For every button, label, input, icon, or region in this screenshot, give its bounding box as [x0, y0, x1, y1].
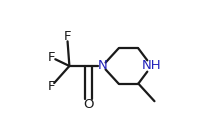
Text: N: N	[97, 60, 107, 72]
Text: F: F	[47, 51, 55, 64]
Text: F: F	[63, 30, 71, 43]
Text: NH: NH	[142, 60, 161, 72]
Text: F: F	[47, 80, 55, 93]
Text: O: O	[83, 98, 94, 111]
